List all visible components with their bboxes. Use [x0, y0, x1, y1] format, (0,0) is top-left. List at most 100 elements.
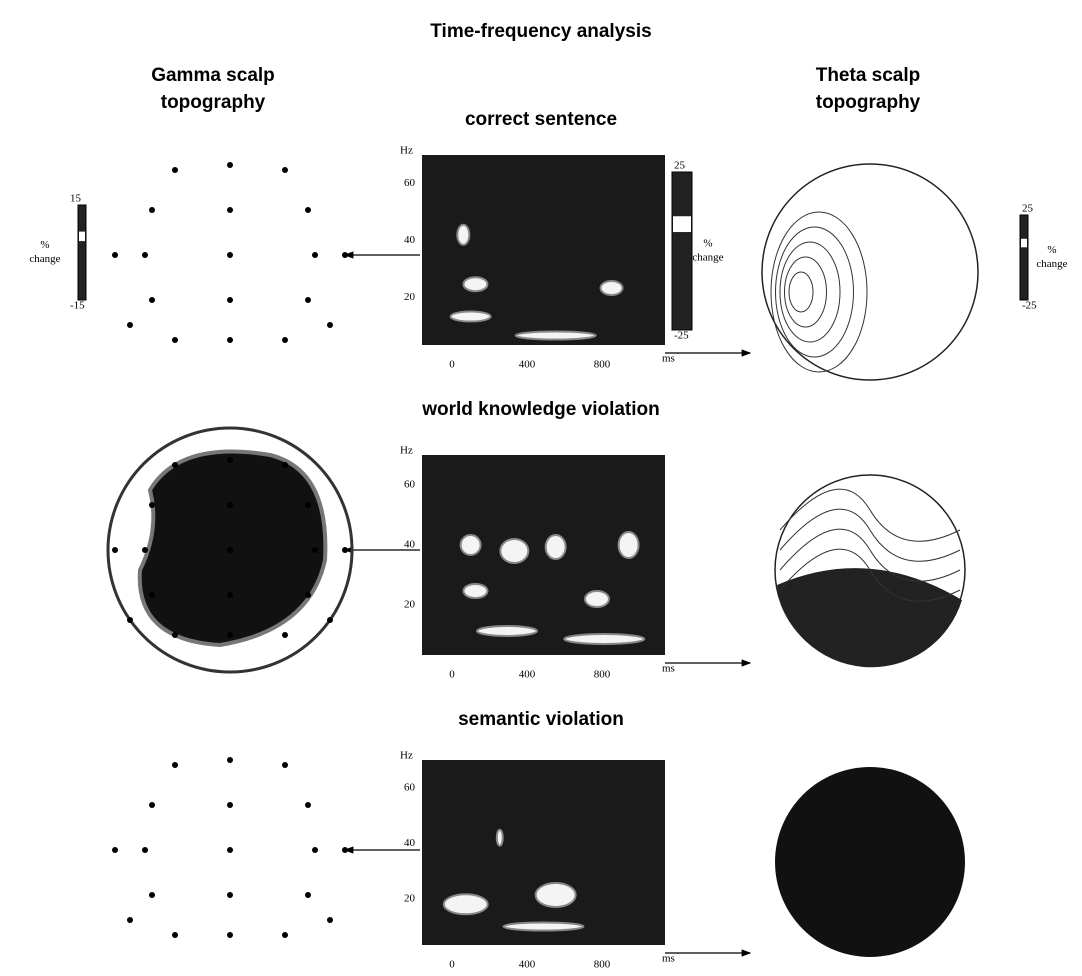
electrode [327, 917, 333, 923]
electrode [305, 802, 311, 808]
colorbar-band [79, 231, 85, 242]
electrode [282, 462, 288, 468]
x-tick-label: 800 [594, 359, 611, 371]
colorbar-max: 25 [1022, 203, 1034, 215]
spectrogram-blob [599, 280, 624, 296]
electrode [172, 462, 178, 468]
y-tick-label: 60 [404, 781, 416, 793]
spectrogram-blob [495, 828, 504, 847]
electrode [327, 322, 333, 328]
x-tick-label: 400 [519, 359, 536, 371]
electrode [227, 847, 233, 853]
electrode [227, 207, 233, 213]
colorbar [1019, 214, 1029, 301]
electrode [149, 892, 155, 898]
spectrogram-blob [499, 538, 530, 564]
contour [788, 271, 814, 313]
electrode [312, 847, 318, 853]
electrode [227, 457, 233, 463]
colorbar-label: change [692, 252, 723, 264]
colorbar-min: -25 [674, 330, 689, 342]
spectrogram-blob [462, 583, 489, 599]
colorbar-label: change [29, 253, 60, 265]
colorbar-min: -15 [70, 300, 85, 312]
scalp-outline [106, 426, 354, 674]
electrode [149, 502, 155, 508]
y-unit: Hz [400, 445, 413, 457]
scalp-dark [775, 767, 965, 957]
electrode [142, 847, 148, 853]
electrode [149, 592, 155, 598]
electrode [312, 547, 318, 553]
electrode [282, 762, 288, 768]
y-unit: Hz [400, 145, 413, 157]
electrode [312, 252, 318, 258]
electrode [172, 337, 178, 343]
spectrogram-blob [534, 882, 577, 909]
colorbar-label: % [40, 239, 49, 251]
spectrogram-blob [462, 276, 489, 293]
colorbar [671, 171, 693, 331]
column-title: topography [816, 92, 921, 113]
column-title: topography [161, 92, 266, 113]
electrode [227, 802, 233, 808]
electrode [149, 207, 155, 213]
y-tick-label: 40 [404, 234, 416, 246]
electrode [149, 802, 155, 808]
row-title: semantic violation [458, 709, 624, 730]
y-tick-label: 40 [404, 837, 416, 849]
colorbar-min: -25 [1022, 300, 1037, 312]
spectrogram-blob [583, 590, 610, 608]
colorbar-max: 25 [674, 160, 686, 172]
electrode [227, 162, 233, 168]
spectrogram [422, 760, 665, 945]
colorbar-band [673, 216, 691, 233]
contour [779, 528, 961, 582]
electrode [112, 847, 118, 853]
electrode [342, 847, 348, 853]
row-title: world knowledge violation [421, 399, 660, 420]
electrode [142, 547, 148, 553]
column-title: Gamma scalp [151, 65, 275, 86]
x-tick-label: 0 [449, 959, 455, 971]
spectrogram-blob [502, 921, 585, 932]
spectrogram-blob [442, 893, 489, 916]
electrode [282, 932, 288, 938]
contour [779, 488, 961, 542]
electrode [305, 502, 311, 508]
colorbar-max: 15 [70, 193, 82, 205]
colorbar-label: % [1047, 244, 1056, 256]
electrode [282, 632, 288, 638]
spectrogram-blob [459, 534, 482, 556]
y-tick-label: 20 [404, 599, 416, 611]
electrode [227, 337, 233, 343]
figure-title: Time-frequency analysis [430, 21, 651, 42]
spectrogram-blob [449, 310, 492, 323]
electrode [127, 322, 133, 328]
row-title: correct sentence [465, 109, 617, 130]
electrode [282, 337, 288, 343]
electrode [227, 252, 233, 258]
electrode [305, 592, 311, 598]
electrode [227, 757, 233, 763]
electrode [342, 547, 348, 553]
column-title: Theta scalp [816, 65, 921, 86]
x-tick-label: 0 [449, 669, 455, 681]
contour [779, 548, 961, 602]
electrode [227, 547, 233, 553]
scalp-dark [777, 568, 962, 668]
contour [775, 226, 854, 358]
electrode [112, 252, 118, 258]
electrode [227, 592, 233, 598]
spectrogram-blob [563, 633, 646, 645]
electrode [227, 892, 233, 898]
spectrogram-blob [544, 534, 567, 560]
electrode [172, 762, 178, 768]
colorbar [77, 204, 87, 301]
electrode [127, 917, 133, 923]
y-tick-label: 60 [404, 479, 416, 491]
x-tick-label: 400 [519, 959, 536, 971]
y-tick-label: 40 [404, 539, 416, 551]
spectrogram-blob [617, 531, 640, 559]
